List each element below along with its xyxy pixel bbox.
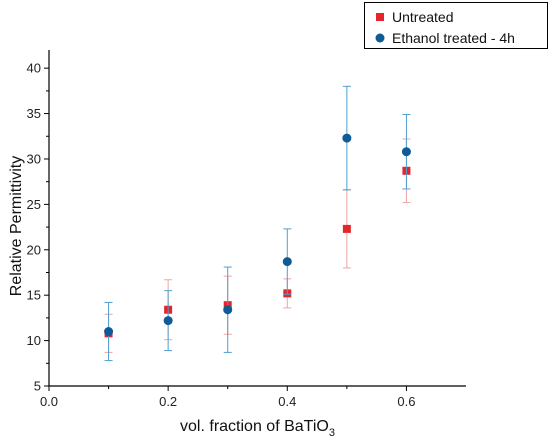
- data-point: [104, 327, 114, 337]
- legend-marker: [375, 33, 385, 43]
- x-axis-title-subscript: 3: [329, 427, 335, 439]
- x-tick-label: 0.6: [397, 394, 415, 409]
- x-tick-label: 0.0: [40, 394, 58, 409]
- y-tick-label: 30: [27, 151, 41, 166]
- y-tick-label: 35: [27, 106, 41, 121]
- y-tick-label: 40: [27, 61, 41, 76]
- series-2: [104, 85, 411, 362]
- data-point: [163, 316, 173, 326]
- x-tick-label: 0.2: [159, 394, 177, 409]
- x-ticks: 0.0 0.2 0.4 0.6: [40, 386, 415, 409]
- legend-box: [364, 2, 548, 49]
- legend-label: Ethanol treated - 4h: [392, 30, 515, 46]
- legend-item: Ethanol treated - 4h: [375, 30, 515, 46]
- legend-item: Untreated: [376, 9, 453, 25]
- x-axis-title: vol. fraction of BaTiO3: [180, 418, 335, 439]
- data-point: [342, 133, 352, 143]
- y-tick-label: 15: [27, 288, 41, 303]
- y-tick-label: 25: [27, 197, 41, 212]
- y-axis-title: Relative Permittivity: [8, 156, 25, 296]
- data-point: [342, 224, 351, 233]
- y-tick-label: 5: [34, 379, 41, 394]
- data-point: [282, 257, 292, 267]
- legend: Untreated Ethanol treated - 4h: [364, 2, 548, 49]
- axes: 0.0 0.2 0.4 0.6 5 10 15 20 25 30 35 40: [27, 50, 466, 409]
- legend-marker: [376, 13, 384, 21]
- y-tick-label: 10: [27, 333, 41, 348]
- x-tick-label: 0.4: [278, 394, 296, 409]
- plot-area: [104, 85, 411, 362]
- y-tick-label: 20: [27, 242, 41, 257]
- y-ticks: 5 10 15 20 25 30 35 40: [27, 61, 49, 394]
- series-1: [104, 138, 411, 353]
- data-point: [223, 305, 233, 315]
- x-axis-title-text: vol. fraction of BaTiO: [180, 418, 329, 435]
- legend-items: Untreated Ethanol treated - 4h: [375, 9, 515, 46]
- data-point: [401, 147, 411, 157]
- legend-label: Untreated: [392, 9, 453, 25]
